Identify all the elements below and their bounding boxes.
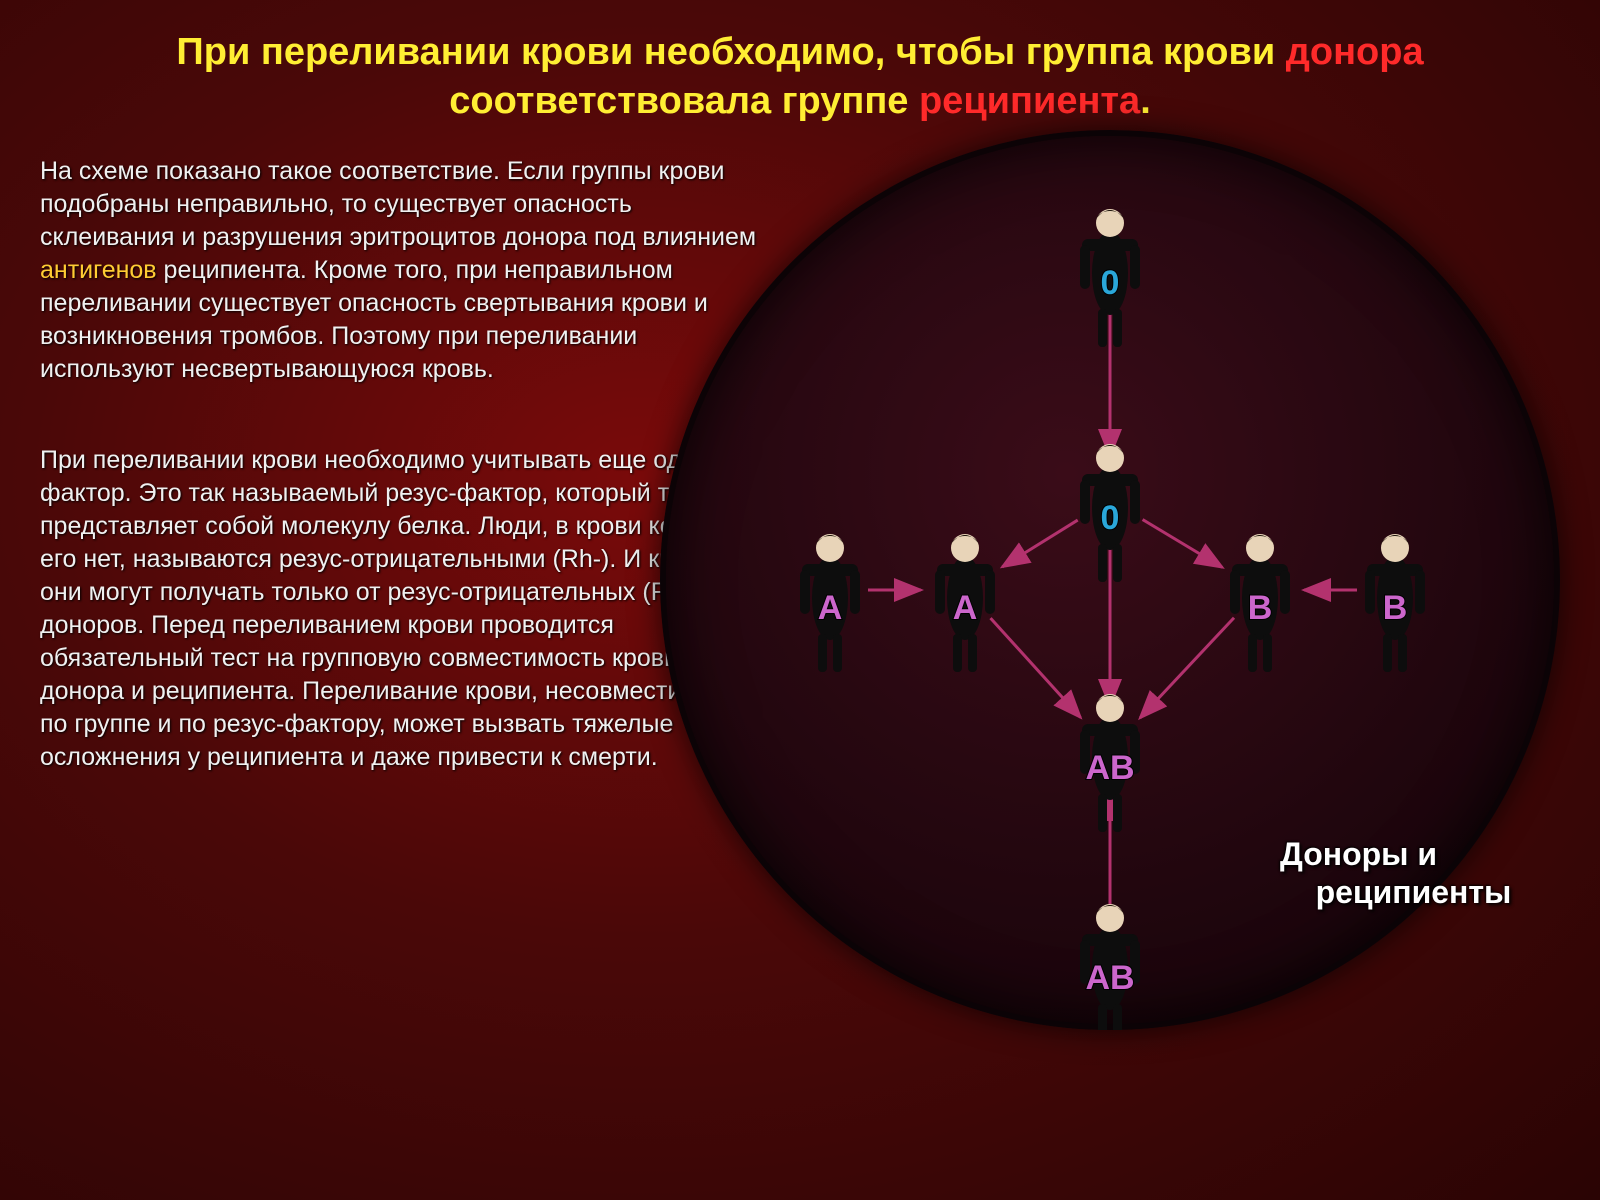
edge: [1002, 520, 1077, 567]
node-label: AB: [1085, 959, 1134, 997]
person-node-AB_bot: AB: [1080, 904, 1140, 1030]
person-node-B_inner: B: [1230, 534, 1290, 672]
person-node-A_outer: A: [800, 534, 860, 672]
person-node-A_inner: A: [935, 534, 995, 672]
body-text: На схеме показано такое соответствие. Ес…: [40, 155, 760, 832]
diagram-caption: Доноры и реципиенты: [1280, 835, 1511, 912]
page-title: При переливании крови необходимо, чтобы …: [0, 0, 1600, 135]
edge: [991, 618, 1081, 717]
node-label: A: [953, 589, 978, 627]
edge: [1143, 520, 1223, 568]
para1-highlight: антигенов: [40, 256, 157, 284]
edge: [1140, 618, 1234, 718]
paragraph-1: На схеме показано такое соответствие. Ес…: [40, 155, 760, 386]
blood-diagram: 00AABBABAB Доноры и реципиенты: [660, 130, 1560, 1030]
para1-pre: На схеме показано такое соответствие. Ес…: [40, 157, 756, 251]
paragraph-2: При переливании крови необходимо учитыва…: [40, 444, 760, 774]
person-node-B_outer: B: [1365, 534, 1425, 672]
node-label: 0: [1101, 264, 1120, 302]
node-label: B: [1248, 589, 1273, 627]
node-label: AB: [1085, 749, 1134, 787]
node-label: A: [818, 589, 843, 627]
caption-line2: реципиенты: [1316, 874, 1512, 910]
node-label: B: [1383, 589, 1408, 627]
node-label: 0: [1101, 499, 1120, 537]
caption-line1: Доноры и: [1280, 836, 1437, 872]
